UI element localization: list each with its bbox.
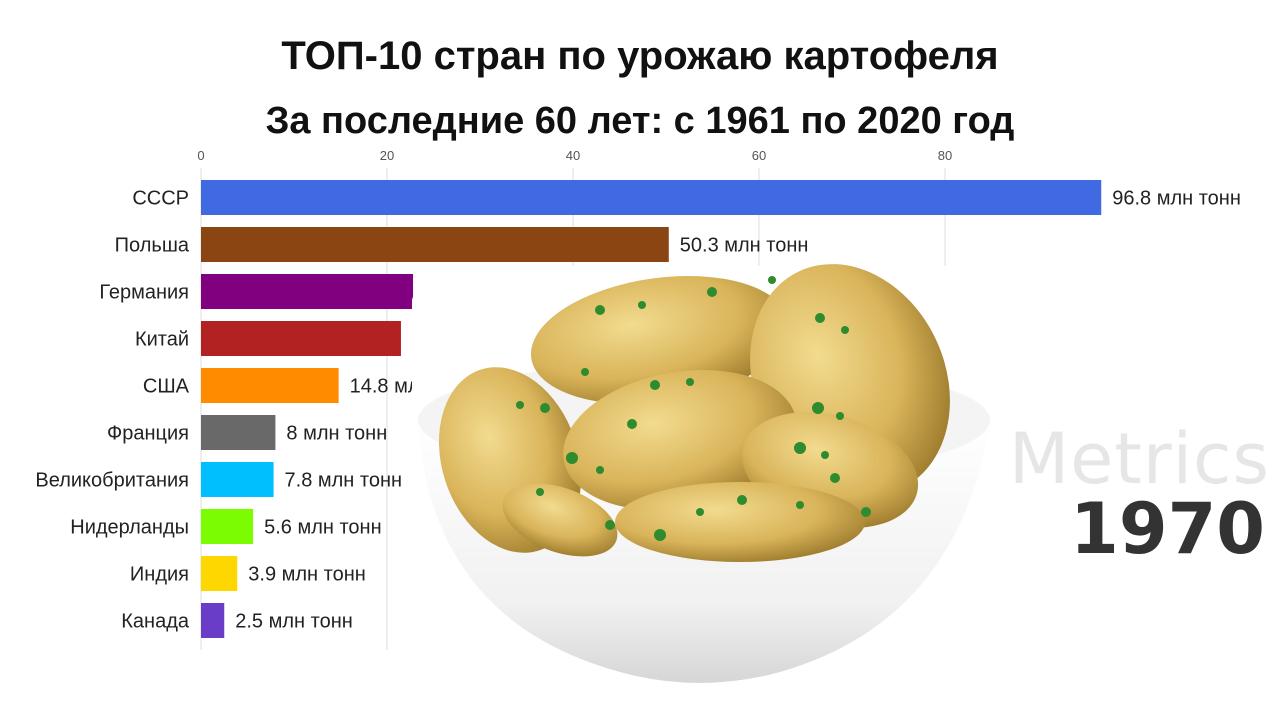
category-label: Великобритания	[35, 470, 189, 492]
value-label: 3.9 млн тонн	[248, 564, 366, 586]
x-tick-label: 60	[752, 148, 766, 163]
bar	[201, 415, 276, 450]
bar	[201, 274, 414, 309]
bar	[201, 556, 238, 591]
category-label: Канада	[121, 611, 190, 633]
category-label: Нидерланды	[70, 517, 189, 539]
value-label: 50.3 млн тонн	[680, 235, 809, 257]
x-tick-label: 20	[380, 148, 394, 163]
value-label: 2.5 млн тонн	[235, 611, 353, 633]
bar	[201, 180, 1102, 215]
chart-subtitle: За последние 60 лет: с 1961 по 2020 год	[265, 100, 1015, 142]
bar	[201, 462, 274, 497]
watermark-text: Metrics	[1008, 418, 1270, 500]
value-label: 5.6 млн тонн	[264, 517, 382, 539]
category-label: Китай	[135, 329, 189, 351]
bar	[201, 509, 254, 544]
bar	[201, 227, 669, 262]
x-tick-label: 0	[197, 148, 204, 163]
category-label: Польша	[115, 235, 190, 257]
category-label: Франция	[107, 423, 189, 445]
year-counter: 1970	[1070, 488, 1265, 570]
bar	[201, 368, 339, 403]
bar	[201, 321, 401, 356]
x-tick-label: 80	[938, 148, 952, 163]
value-label: 96.8 млн тонн	[1112, 188, 1241, 210]
bar	[201, 603, 225, 638]
x-tick-label: 40	[566, 148, 580, 163]
value-label: 7.8 млн тонн	[285, 470, 403, 492]
category-label: СССР	[132, 188, 189, 210]
category-label: Германия	[99, 282, 189, 304]
chart-title: ТОП-10 стран по урожаю картофеля	[281, 34, 999, 78]
category-label: Индия	[130, 564, 189, 586]
category-label: США	[143, 376, 190, 398]
value-label: 8 млн тонн	[286, 423, 387, 445]
